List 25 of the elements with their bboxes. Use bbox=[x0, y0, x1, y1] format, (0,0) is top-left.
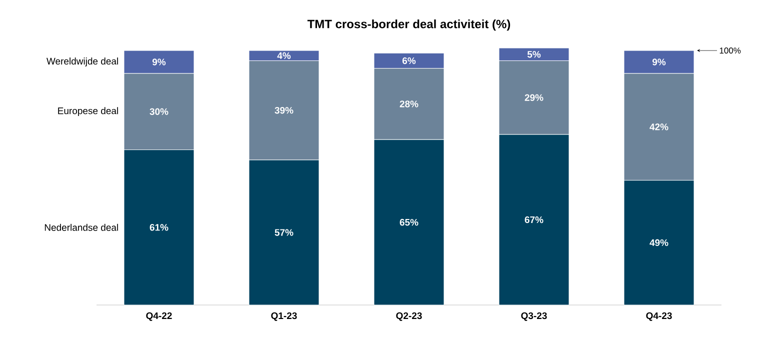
series-label: Europese deal bbox=[58, 107, 118, 116]
data-label: 6% bbox=[402, 57, 416, 64]
data-label: 30% bbox=[150, 108, 168, 115]
data-label: 42% bbox=[650, 124, 668, 130]
series-label: Wereldwijde deal bbox=[46, 58, 118, 66]
x-tick-label: Q1-23 bbox=[271, 312, 297, 321]
data-label: 9% bbox=[652, 58, 666, 66]
annotation: 100% bbox=[720, 48, 741, 54]
data-label: 57% bbox=[274, 229, 294, 236]
series-label: Nederlandse deal bbox=[44, 224, 118, 231]
data-label: 29% bbox=[524, 94, 544, 101]
data-label: 5% bbox=[527, 51, 541, 58]
x-tick-label: Q4-23 bbox=[646, 312, 672, 321]
data-label: 9% bbox=[152, 58, 166, 66]
x-tick-label: Q4-22 bbox=[146, 312, 172, 321]
data-label: 61% bbox=[150, 224, 168, 231]
chart-title: TMT cross-border deal activiteit (%) bbox=[307, 19, 510, 31]
data-label: 4% bbox=[277, 52, 291, 59]
x-tick-label: Q2-23 bbox=[396, 312, 422, 321]
x-tick-label: Q3-23 bbox=[521, 312, 547, 321]
data-label: 65% bbox=[400, 218, 418, 226]
data-label: 67% bbox=[524, 216, 544, 224]
data-label: 39% bbox=[274, 106, 294, 114]
data-label: 28% bbox=[400, 100, 418, 108]
data-label: 49% bbox=[650, 239, 668, 246]
